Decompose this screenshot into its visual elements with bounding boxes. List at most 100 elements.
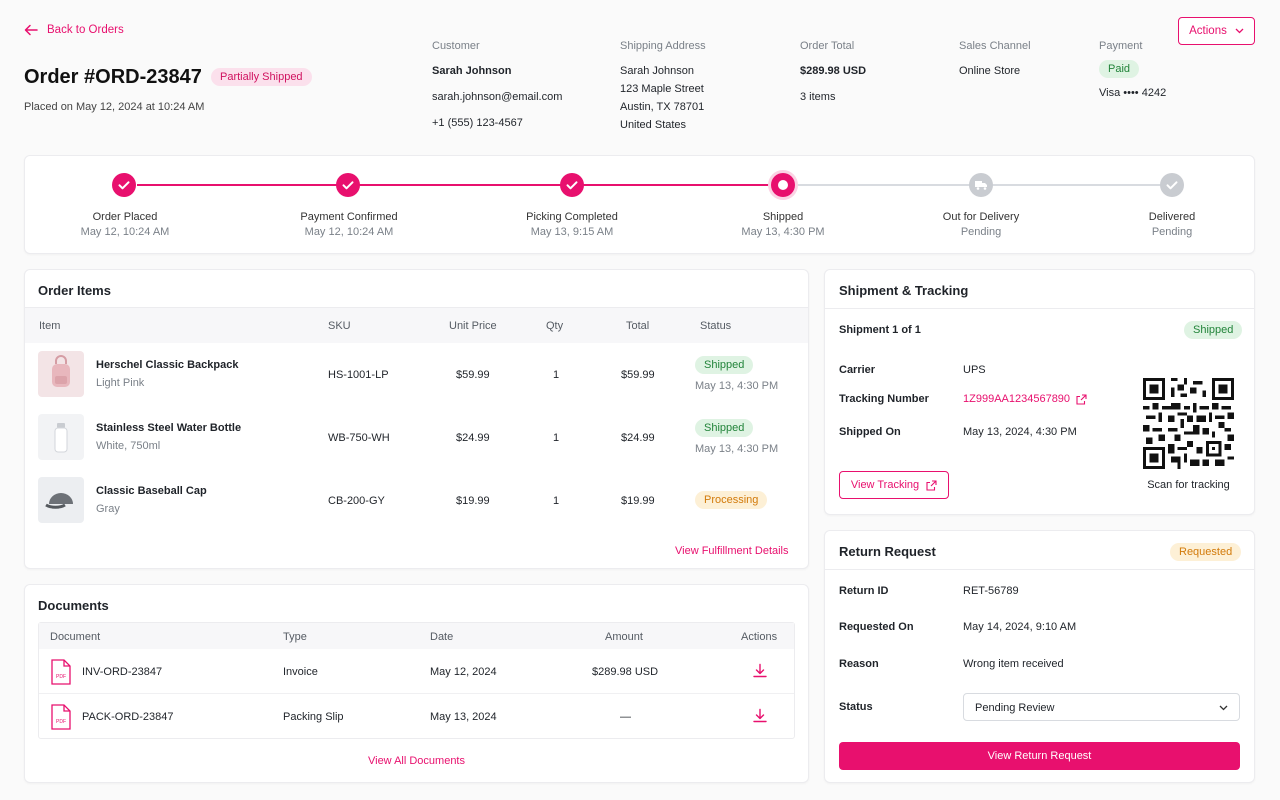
payment-status-badge: Paid — [1099, 60, 1140, 78]
document-date: May 13, 2024 — [430, 711, 497, 723]
order-items-card: Order Items Item SKU Unit Price Qty Tota… — [24, 269, 809, 569]
document-amount: $289.98 USD — [592, 666, 659, 678]
step-date: May 12, 10:24 AM — [304, 226, 394, 238]
tracking-number-label: Tracking Number — [839, 393, 929, 405]
timeline-step-out-for-delivery: Out for Delivery Pending — [901, 211, 1061, 238]
customer-email: sarah.johnson@email.com — [432, 91, 563, 103]
status-date: May 13, 4:30 PM — [695, 443, 779, 455]
item-name[interactable]: Stainless Steel Water Bottle — [96, 422, 242, 434]
step-date: Pending — [1151, 226, 1193, 238]
shipment-title: Shipment & Tracking — [839, 283, 969, 298]
item-sku: CB-200-GY — [328, 495, 385, 507]
step-date: May 13, 9:15 AM — [530, 226, 614, 238]
item-variant: Gray — [96, 503, 120, 515]
divider — [825, 308, 1254, 309]
timeline-progress-line — [137, 184, 784, 186]
sales-channel-block: Sales Channel Online Store — [959, 40, 1031, 80]
col-header: Total — [626, 320, 650, 332]
customer-block: Customer Sarah Johnson sarah.johnson@ema… — [432, 40, 562, 132]
shipment-subtitle: Shipment 1 of 1 — [839, 324, 921, 336]
customer-label: Customer — [432, 40, 480, 52]
return-id-label: Return ID — [839, 585, 889, 597]
truck-icon — [975, 181, 987, 190]
view-fulfillment-link[interactable]: View Fulfillment Details — [675, 545, 789, 557]
item-total: $59.99 — [621, 369, 655, 381]
step-pending-dot — [1160, 173, 1184, 197]
item-unit-price: $59.99 — [456, 369, 490, 381]
document-link[interactable]: PACK-ORD-23847 — [82, 711, 174, 723]
payment-method: Visa •••• 4242 — [1099, 87, 1167, 99]
documents-table — [38, 622, 795, 739]
item-status: Shipped May 13, 4:30 PM — [695, 419, 778, 455]
row-divider — [39, 693, 794, 694]
step-date: May 12, 10:24 AM — [80, 226, 170, 238]
shipment-tracking-card: Shipment & Tracking Shipment 1 of 1 Ship… — [824, 269, 1255, 515]
external-link-icon — [1076, 393, 1087, 405]
step-done-dot — [560, 173, 584, 197]
step-label: Delivered — [1148, 211, 1196, 223]
download-icon[interactable] — [752, 663, 768, 679]
pdf-file-icon: PDF — [51, 659, 71, 685]
documents-table-header — [39, 623, 794, 649]
check-icon — [118, 181, 130, 190]
col-header: Item — [39, 320, 61, 332]
status-date: May 13, 4:30 PM — [695, 380, 779, 392]
tracking-number-link[interactable]: 1Z999AA1234567890 — [963, 393, 1087, 405]
item-status: Processing — [695, 491, 768, 509]
return-status-label: Status — [839, 701, 873, 713]
actions-dropdown-button[interactable]: Actions — [1178, 17, 1255, 45]
item-variant: White, 750ml — [96, 440, 161, 452]
shipped-on-value: May 13, 2024, 4:30 PM — [963, 426, 1077, 438]
return-request-card: Return Request Requested Return ID RET-5… — [824, 530, 1255, 783]
view-return-request-button[interactable]: View Return Request — [839, 742, 1240, 770]
step-date: Pending — [960, 226, 1002, 238]
customer-name[interactable]: Sarah Johnson — [432, 65, 512, 77]
view-tracking-button[interactable]: View Tracking — [839, 471, 949, 499]
documents-card: Documents Document Type Date Amount Acti… — [24, 584, 809, 783]
view-all-documents-link[interactable]: View All Documents — [367, 755, 465, 767]
item-info: Herschel Classic Backpack Light Pink — [96, 359, 238, 389]
pdf-label: PDF — [56, 674, 66, 680]
col-header: SKU — [328, 320, 351, 332]
check-icon — [566, 181, 578, 190]
item-status: Shipped May 13, 4:30 PM — [695, 356, 778, 392]
item-name[interactable]: Classic Baseball Cap — [96, 485, 207, 497]
sales-channel-value: Online Store — [959, 65, 1021, 77]
item-total: $19.99 — [621, 495, 655, 507]
shipment-status-badge: Shipped — [1184, 321, 1243, 339]
product-thumbnail[interactable] — [38, 414, 84, 460]
shipped-on-label: Shipped On — [839, 426, 901, 438]
shipping-label: Shipping Address — [620, 40, 706, 52]
divider — [825, 569, 1254, 570]
payment-block: Payment Paid Visa •••• 4242 — [1099, 40, 1166, 102]
col-header: Status — [700, 320, 732, 332]
download-icon[interactable] — [752, 708, 768, 724]
current-step-icon — [778, 180, 788, 190]
view-tracking-label: View Tracking — [850, 479, 920, 491]
document-link[interactable]: INV-ORD-23847 — [82, 666, 163, 678]
step-done-dot — [336, 173, 360, 197]
product-thumbnail[interactable] — [38, 477, 84, 523]
carrier-value: UPS — [963, 364, 986, 376]
carrier-label: Carrier — [839, 364, 876, 376]
document-amount: — — [620, 711, 631, 723]
item-info: Stainless Steel Water Bottle White, 750m… — [96, 422, 241, 452]
return-status-selected: Pending Review — [975, 702, 1055, 714]
back-to-orders-link[interactable]: Back to Orders — [24, 24, 124, 36]
sales-channel-label: Sales Channel — [959, 40, 1031, 52]
item-name[interactable]: Herschel Classic Backpack — [96, 359, 239, 371]
col-header: Type — [283, 631, 307, 643]
document-type: Packing Slip — [283, 711, 344, 723]
external-link-icon — [926, 479, 937, 491]
actions-label: Actions — [1189, 25, 1227, 37]
order-placed-date: Placed on May 12, 2024 at 10:24 AM — [24, 101, 205, 113]
status-badge: Shipped — [695, 356, 754, 374]
product-thumbnail[interactable] — [38, 351, 84, 397]
order-total-block: Order Total $289.98 USD 3 items — [800, 40, 866, 106]
order-total-amount: $289.98 USD — [800, 65, 867, 77]
step-current-dot — [771, 173, 795, 197]
return-status-select[interactable]: Pending Review — [963, 693, 1240, 721]
step-label: Payment Confirmed — [300, 211, 398, 223]
col-header: Amount — [605, 631, 643, 643]
reason-value: Wrong item received — [963, 658, 1064, 670]
